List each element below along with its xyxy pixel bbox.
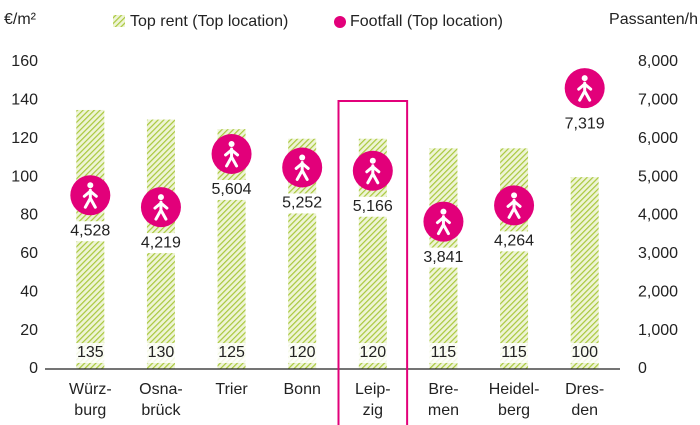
y2-tick-label: 7,000 — [638, 92, 678, 109]
bar-label-bg — [143, 343, 178, 363]
bar-value-label: 120 — [289, 344, 316, 361]
y-tick-label: 0 — [29, 360, 38, 377]
icon-head — [511, 192, 518, 199]
bubble-label-bg — [277, 193, 328, 214]
y-tick-label: 60 — [20, 245, 38, 262]
x-tick-label: Bre- — [428, 381, 458, 398]
bubble-label-bg — [559, 114, 610, 135]
bar-label-bg — [285, 343, 320, 363]
bar-value-label: 130 — [148, 344, 175, 361]
pedestrian-icon — [153, 194, 169, 221]
pedestrian-icon — [577, 75, 593, 102]
x-tick-label: berg — [498, 402, 530, 419]
icon-head — [157, 194, 164, 201]
pedestrian-icon — [506, 192, 522, 219]
x-tick-label: burg — [74, 402, 106, 419]
y-axis-label: €/m² — [4, 11, 37, 28]
icon-body — [82, 188, 98, 209]
icon-body — [365, 164, 381, 185]
bubble-value-label: 7,319 — [565, 115, 605, 132]
y-tick-label: 160 — [11, 53, 38, 70]
bubble-label-bg — [206, 179, 257, 200]
pedestrian-icon — [82, 182, 98, 209]
bar-value-label: 120 — [359, 344, 386, 361]
icon-body — [294, 160, 310, 181]
x-tick-label: Trier — [215, 381, 248, 398]
x-tick-label: Würz- — [69, 381, 112, 398]
bubble-value-label: 4,219 — [141, 234, 181, 251]
x-tick-label: Heidel- — [489, 381, 540, 398]
icon-head — [228, 140, 235, 147]
highlight-box — [337, 100, 409, 425]
legend-label: Top rent (Top location) — [130, 13, 288, 30]
bar-value-label: 135 — [77, 344, 104, 361]
y2-tick-label: 3,000 — [638, 245, 678, 262]
icon-head — [369, 157, 376, 164]
bar-label-bg — [426, 343, 461, 363]
bubble-label-bg — [347, 196, 398, 217]
bubble-value-label: 5,252 — [282, 195, 322, 212]
bar-label-bg — [73, 343, 108, 363]
bar-label-bg — [214, 343, 249, 363]
y2-tick-label: 6,000 — [638, 130, 678, 147]
y-tick-label: 40 — [20, 283, 38, 300]
y-tick-label: 140 — [11, 92, 38, 109]
bar-label-bg — [355, 343, 390, 363]
y-tick-label: 100 — [11, 168, 38, 185]
icon-head — [440, 208, 447, 215]
y2-tick-label: 2,000 — [638, 283, 678, 300]
bubble-label-bg — [65, 221, 116, 242]
icon-body — [153, 200, 169, 221]
icon-body — [224, 147, 240, 168]
legend-label: Footfall (Top location) — [350, 13, 503, 30]
bar-value-label: 100 — [571, 344, 598, 361]
y2-axis-label: Passanten/h — [609, 11, 698, 28]
bar-label-bg — [497, 343, 532, 363]
icon-head — [87, 182, 94, 189]
y-tick-label: 20 — [20, 322, 38, 339]
icon-head — [581, 75, 588, 82]
y-tick-label: 80 — [20, 207, 38, 224]
pedestrian-icon — [224, 140, 240, 168]
bar — [500, 148, 529, 369]
bubble-value-label: 5,604 — [212, 181, 252, 198]
x-tick-label: zig — [363, 402, 383, 419]
icon-body — [506, 198, 522, 219]
x-tick-label: Bonn — [284, 381, 321, 398]
y2-tick-label: 4,000 — [638, 207, 678, 224]
legend-swatch — [113, 15, 125, 27]
icon-body — [577, 81, 593, 102]
bubble-value-label: 4,264 — [494, 233, 534, 250]
x-tick-label: Dres- — [565, 381, 604, 398]
bubble-label-bg — [135, 233, 186, 254]
y2-tick-label: 1,000 — [638, 322, 678, 339]
bar-value-label: 125 — [218, 344, 245, 361]
y2-tick-label: 5,000 — [638, 168, 678, 185]
bubble-value-label: 5,166 — [353, 198, 393, 215]
bubble-label-bg — [489, 231, 540, 252]
x-tick-label: Leip- — [355, 381, 391, 398]
bubble-value-label: 3,841 — [423, 249, 463, 266]
bar-value-label: 115 — [431, 344, 457, 361]
legend-swatch — [334, 16, 346, 28]
x-tick-label: brück — [141, 402, 181, 419]
bubble-label-bg — [418, 247, 469, 268]
bar-value-label: 115 — [501, 344, 527, 361]
icon-head — [299, 154, 306, 161]
pedestrian-icon — [435, 208, 451, 236]
y-tick-label: 120 — [11, 130, 38, 147]
bubble-value-label: 4,528 — [70, 222, 110, 239]
x-tick-label: Osna- — [139, 381, 183, 398]
x-tick-label: men — [428, 402, 459, 419]
y2-tick-label: 8,000 — [638, 53, 678, 70]
pedestrian-icon — [365, 157, 381, 185]
x-tick-label: den — [571, 402, 598, 419]
icon-body — [435, 215, 451, 236]
y2-tick-label: 0 — [638, 360, 647, 377]
pedestrian-icon — [294, 154, 310, 181]
bar-label-bg — [567, 343, 602, 363]
bar — [570, 177, 599, 369]
